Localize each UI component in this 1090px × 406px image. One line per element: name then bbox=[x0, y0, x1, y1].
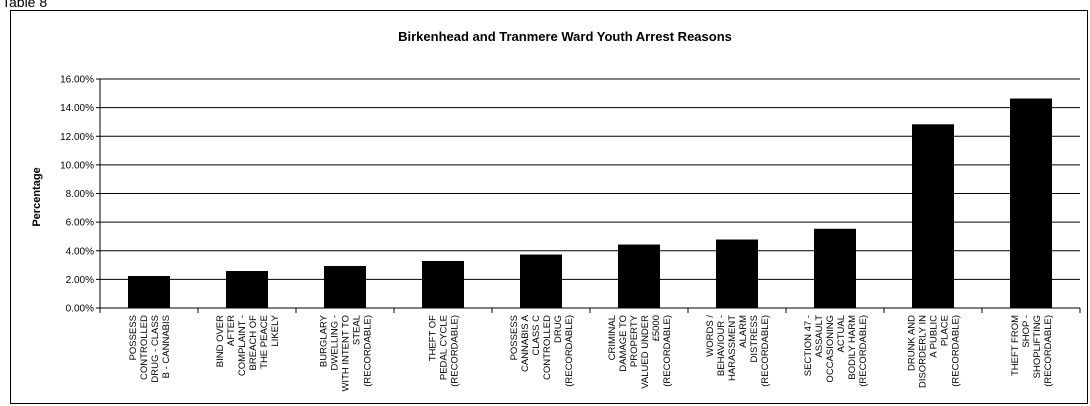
x-tick-label-line: SECTION 47 - bbox=[803, 315, 814, 376]
x-tick-label: CRIMINAL DAMAGE TO PROPERTY VALUED UNDER £50… bbox=[607, 314, 673, 388]
y-tick-label: 16.00% bbox=[60, 75, 94, 86]
x-tick-label-line: (RECORDABLE) bbox=[858, 315, 869, 387]
x-tick-label-line: DRUNK AND bbox=[907, 315, 918, 371]
bar bbox=[814, 228, 856, 309]
x-tick-label-line: LIKELY bbox=[270, 314, 281, 346]
x-tick-label-line: OCCASIONING bbox=[825, 315, 836, 383]
x-tick-label-line: (RECORDABLE) bbox=[760, 315, 771, 387]
y-tick-label: 14.00% bbox=[60, 103, 94, 114]
x-tick-label: THEFT OF PEDAL CYCLE (RECORDABLE) bbox=[428, 315, 461, 387]
y-tick-label: 4.00% bbox=[66, 246, 94, 257]
x-tick-label-line: CANNABIS A bbox=[520, 314, 531, 372]
x-tick-label-line: DWELLING - bbox=[330, 315, 341, 370]
bar bbox=[912, 124, 954, 309]
x-tick-label-line: BEHAVIOUR - bbox=[716, 315, 727, 376]
x-tick-label-line: PLACE bbox=[940, 315, 951, 346]
x-tick-label: BIND OVER AFTER COMPLAINT - BREACH OF THE PE… bbox=[215, 314, 281, 376]
x-tick-label-line: PROPERTY bbox=[629, 314, 640, 367]
y-axis-label: Percentage bbox=[31, 167, 43, 226]
y-tick-label: 2.00% bbox=[66, 275, 94, 286]
bar bbox=[128, 276, 170, 309]
x-tick-label-line: VALUED UNDER bbox=[640, 315, 651, 389]
bar bbox=[226, 271, 268, 309]
x-tick-label: POSSESS CANNABIS A CLASS C CONTROLLED DRUG (R… bbox=[509, 314, 575, 386]
x-tick-label-line: STEAL bbox=[352, 315, 363, 345]
x-tick-label-line: (RECORDABLE) bbox=[450, 315, 461, 387]
axes bbox=[96, 78, 1081, 313]
y-tick-label: 12.00% bbox=[60, 132, 94, 143]
y-tick-labels: 0.00% 2.00% 4.00% 6.00% 8.00% 10.00% 12.00% 14.… bbox=[60, 75, 94, 315]
x-tick-label-line: ACTUAL bbox=[836, 315, 847, 352]
x-tick-label-line: DAMAGE TO bbox=[618, 315, 629, 372]
x-tick-label-line: CONTROLLED bbox=[139, 315, 150, 380]
x-tick-label-line: POSSESS bbox=[128, 315, 139, 360]
x-tick-label-line: ALARM bbox=[738, 315, 749, 348]
x-tick-label: THEFT FROM SHOP - SHOPLIFTING (RECORDABLE) bbox=[1010, 315, 1054, 387]
x-tick-label-line: THEFT FROM bbox=[1010, 315, 1021, 376]
x-tick-label-line: (RECORDABLE) bbox=[1043, 315, 1054, 387]
bar bbox=[520, 254, 562, 309]
x-tick-label-line: PEDAL CYCLE bbox=[439, 315, 450, 380]
x-tick-label: SECTION 47 - ASSAULT OCCASIONING ACTUAL BODI… bbox=[803, 315, 869, 387]
y-tick-label: 10.00% bbox=[60, 160, 94, 171]
table-caption: Table 8 bbox=[2, 0, 48, 10]
chart-title: Birkenhead and Tranmere Ward Youth Arres… bbox=[398, 29, 732, 44]
bar bbox=[324, 265, 366, 309]
x-tick-label-line: SHOPLIFTING bbox=[1032, 315, 1043, 378]
bar bbox=[716, 239, 758, 309]
bar bbox=[1010, 98, 1052, 309]
x-tick-label: WORDS / BEHAVIOUR - HARASSMENT ALARM DISTRES… bbox=[705, 315, 771, 387]
x-tick-label-line: SHOP - bbox=[1021, 315, 1032, 348]
x-tick-labels: POSSESS CONTROLLED DRUG - CLASS B - CANNABI… bbox=[128, 314, 1054, 391]
bars bbox=[128, 98, 1052, 309]
x-tick-label-line: CONTROLLED bbox=[542, 315, 553, 380]
x-tick-label-line: A PUBLIC bbox=[929, 315, 940, 358]
x-tick-label-line: POSSESS bbox=[509, 315, 520, 360]
y-tick-label: 8.00% bbox=[66, 189, 94, 200]
x-tick-label-line: £5000 bbox=[651, 315, 662, 341]
x-tick-label-line: WITH INTENT TO bbox=[341, 315, 352, 392]
x-tick-label-line: ASSAULT bbox=[814, 315, 825, 358]
x-tick-label-line: WORDS / bbox=[705, 315, 716, 357]
x-tick-label: POSSESS CONTROLLED DRUG - CLASS B - CANNABI… bbox=[128, 315, 172, 383]
x-tick-label-line: BODILY HARM bbox=[847, 315, 858, 380]
y-tick-label: 0.00% bbox=[66, 304, 94, 315]
chart-frame bbox=[10, 10, 1088, 404]
x-tick-label-line: THEFT OF bbox=[428, 315, 439, 361]
x-tick-label-line: BIND OVER bbox=[215, 315, 226, 367]
x-tick-label-line: COMPLAINT - bbox=[237, 315, 248, 376]
x-tick-label-line: BURGLARY bbox=[319, 314, 330, 367]
x-tick-label-line: THE PEACE bbox=[259, 315, 270, 369]
x-tick-label-line: (RECORDABLE) bbox=[564, 315, 575, 387]
x-tick-label-line: B - CANNABIS bbox=[161, 315, 172, 378]
bar bbox=[618, 244, 660, 309]
x-tick-label-line: BREACH OF bbox=[248, 315, 259, 371]
x-tick-label-line: (RECORDABLE) bbox=[662, 315, 673, 387]
x-tick-label: DRUNK AND DISORDERLY IN A PUBLIC PLACE (RECO… bbox=[907, 315, 962, 388]
x-tick-label-line: HARASSMENT bbox=[727, 315, 738, 381]
x-tick-label-line: CLASS C bbox=[531, 315, 542, 356]
x-tick-label-line: AFTER bbox=[226, 315, 237, 346]
x-tick-label-line: (RECORDABLE) bbox=[951, 315, 962, 387]
x-tick-label-line: DRUG bbox=[553, 315, 564, 343]
x-tick-label-line: (RECORDABLE) bbox=[363, 315, 374, 387]
x-tick-label: BURGLARY DWELLING - WITH INTENT TO STEAL (RE… bbox=[319, 314, 374, 391]
x-tick-label-line: DRUG - CLASS bbox=[150, 315, 161, 383]
x-tick-label-line: CRIMINAL bbox=[607, 315, 618, 360]
x-tick-label-line: DISORDERLY IN bbox=[918, 315, 929, 388]
x-tick-label-line: DISTRESS bbox=[749, 315, 760, 363]
y-tick-label: 6.00% bbox=[66, 218, 94, 229]
bar bbox=[422, 260, 464, 309]
